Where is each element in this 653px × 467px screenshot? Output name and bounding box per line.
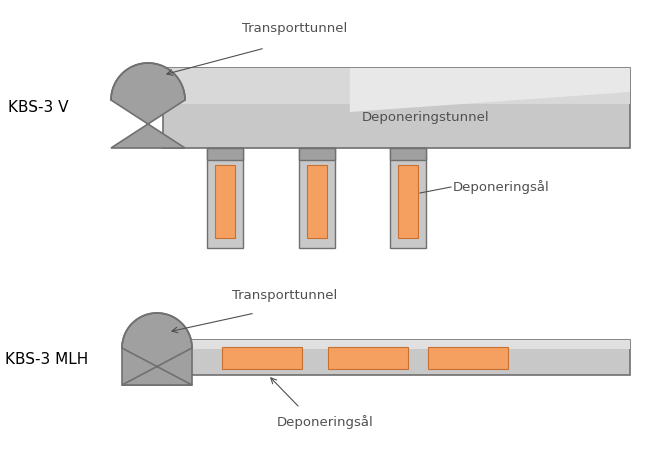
Text: Deponeringsål: Deponeringsål <box>453 180 550 194</box>
Bar <box>207 148 243 160</box>
Text: Transporttunnel: Transporttunnel <box>232 289 338 302</box>
Bar <box>307 165 327 238</box>
Polygon shape <box>111 63 185 148</box>
Bar <box>328 347 408 368</box>
Polygon shape <box>122 313 192 385</box>
Bar <box>215 165 235 238</box>
Text: Deponeringstunnel: Deponeringstunnel <box>362 112 490 125</box>
Bar <box>185 340 630 349</box>
Text: KBS-3 MLH: KBS-3 MLH <box>5 353 88 368</box>
Bar <box>163 68 630 148</box>
Bar <box>299 148 335 160</box>
Bar <box>222 347 302 368</box>
Bar <box>390 148 426 248</box>
Bar <box>185 340 630 375</box>
Polygon shape <box>350 68 630 112</box>
Bar <box>390 148 426 160</box>
Text: Transporttunnel: Transporttunnel <box>242 22 347 35</box>
Bar <box>122 348 192 385</box>
Text: KBS-3 V: KBS-3 V <box>8 100 69 115</box>
Bar <box>299 148 335 248</box>
Text: Deponeringsål: Deponeringsål <box>277 415 374 429</box>
Bar <box>207 148 243 248</box>
Bar <box>428 347 508 368</box>
Bar <box>163 68 630 104</box>
Bar <box>398 165 418 238</box>
